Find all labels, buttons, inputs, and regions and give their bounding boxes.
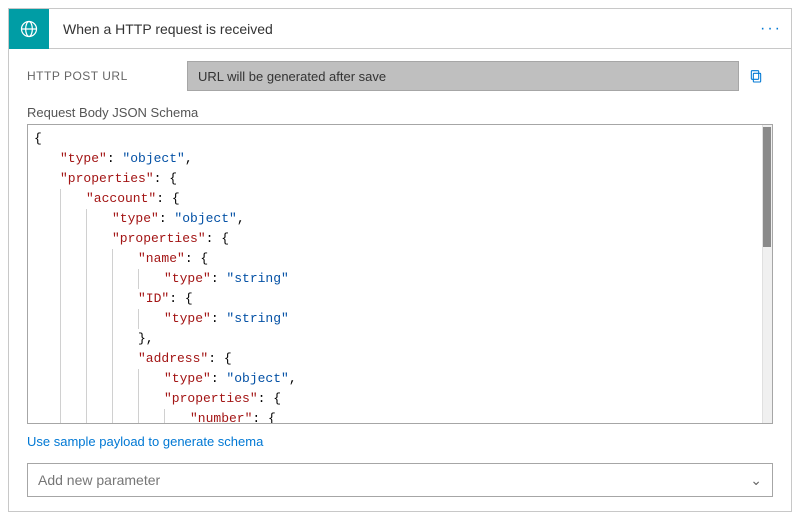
http-post-url-row: HTTP POST URL URL will be generated afte… (27, 61, 773, 91)
copy-url-button[interactable] (739, 61, 773, 91)
http-post-url-value: URL will be generated after save (187, 61, 739, 91)
schema-content[interactable]: { "type": "object", "properties": { "acc… (28, 125, 772, 424)
card-body: HTTP POST URL URL will be generated afte… (9, 49, 791, 511)
card-header: When a HTTP request is received ··· (9, 9, 791, 49)
http-trigger-icon (9, 9, 49, 49)
add-parameter-dropdown[interactable]: Add new parameter ⌄ (27, 463, 773, 497)
trigger-card: When a HTTP request is received ··· HTTP… (8, 8, 792, 512)
schema-scrollbar[interactable] (762, 125, 772, 423)
card-menu-button[interactable]: ··· (751, 20, 791, 38)
schema-label: Request Body JSON Schema (27, 105, 773, 120)
schema-scrollbar-thumb[interactable] (763, 127, 771, 247)
copy-icon (748, 68, 764, 84)
card-title: When a HTTP request is received (49, 21, 751, 37)
add-parameter-placeholder: Add new parameter (38, 472, 160, 488)
schema-editor[interactable]: { "type": "object", "properties": { "acc… (27, 124, 773, 424)
http-post-url-label: HTTP POST URL (27, 69, 187, 83)
chevron-down-icon: ⌄ (750, 472, 762, 489)
use-sample-payload-link[interactable]: Use sample payload to generate schema (27, 434, 773, 449)
